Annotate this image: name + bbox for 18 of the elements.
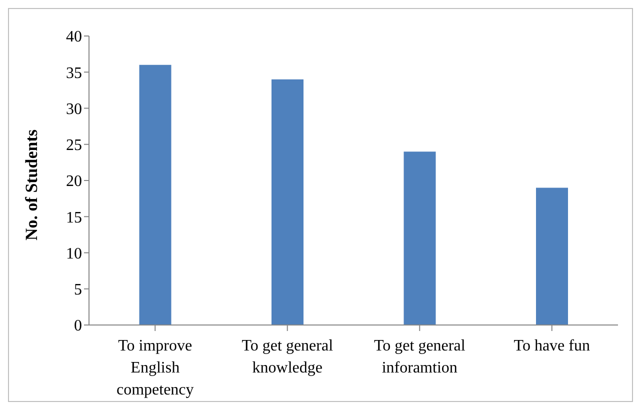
bar bbox=[139, 64, 172, 325]
y-tick-label: 15 bbox=[66, 209, 82, 226]
y-tick-label: 40 bbox=[66, 28, 82, 46]
y-tick-label: 5 bbox=[74, 282, 82, 299]
y-tick-label: 0 bbox=[74, 318, 82, 335]
y-axis-title: No. of Students bbox=[22, 129, 42, 240]
y-tick-label: 35 bbox=[66, 64, 82, 82]
x-tick-label: To get general inforamtion bbox=[374, 337, 466, 376]
y-tick-label: 30 bbox=[66, 100, 82, 118]
x-tick-label: To get general knowledge bbox=[242, 337, 334, 376]
y-tick-label: 10 bbox=[66, 245, 82, 262]
bar bbox=[272, 79, 304, 325]
bar bbox=[536, 188, 568, 325]
x-tick-label: To have fun bbox=[514, 337, 590, 354]
x-tick-label: To improve English competency bbox=[116, 337, 194, 398]
bar bbox=[404, 152, 436, 325]
y-tick-label: 20 bbox=[66, 173, 82, 190]
y-tick-label: 25 bbox=[66, 137, 82, 154]
